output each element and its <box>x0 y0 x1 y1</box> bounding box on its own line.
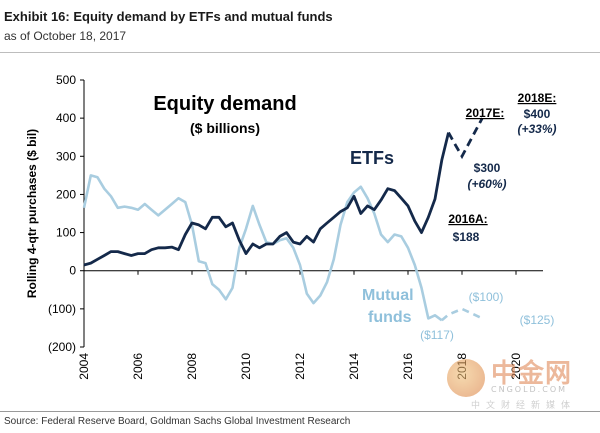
x-tick-label: 2008 <box>185 353 199 380</box>
watermark: 中金网 CNGOLD.COM 中文财经新媒体 <box>447 353 597 411</box>
y-tick-label: 0 <box>69 264 76 278</box>
watermark-tagline: 中文财经新媒体 <box>471 401 577 411</box>
x-tick-label: 2004 <box>77 353 91 380</box>
watermark-url: CNGOLD.COM <box>491 385 568 394</box>
annotation-mf-2018e: ($100) <box>469 290 504 304</box>
annotation-mf-2017: ($117) <box>420 328 454 342</box>
y-tick-label: 400 <box>56 111 76 125</box>
annotation-2016a-label: 2016A: <box>448 212 487 226</box>
x-tick-label: 2014 <box>347 353 361 380</box>
x-tick-label: 2012 <box>293 353 307 380</box>
x-tick-label: 2006 <box>131 353 145 380</box>
annotation-2018e-value: $400 <box>524 107 551 121</box>
etf-projection-line <box>447 117 484 160</box>
annotation-2017e-value: $300 <box>474 161 501 175</box>
watermark-logo-icon <box>447 359 485 397</box>
y-axis-title: Rolling 4-qtr purchases ($ bil) <box>25 129 39 298</box>
mutual-funds-projection-line <box>440 307 483 322</box>
watermark-brand: 中金网 <box>491 359 573 389</box>
y-tick-label: (200) <box>48 340 76 354</box>
etf-line <box>83 132 450 267</box>
y-tick-label: 300 <box>56 149 76 163</box>
y-tick-label: (100) <box>48 302 76 316</box>
exhibit-date: as of October 18, 2017 <box>4 29 127 43</box>
y-tick-label: 200 <box>56 187 76 201</box>
chart-subtitle: ($ billions) <box>190 120 260 136</box>
chart-labels: Equity demand ($ billions) ETFs Mutual funds… <box>153 91 556 342</box>
annotation-2018e-label: 2018E: <box>518 91 557 105</box>
annotation-2018e-change: (+33%) <box>517 122 556 136</box>
y-tick-label: 100 <box>56 226 76 240</box>
mutual-funds-label-line1: Mutual <box>362 287 414 304</box>
x-tick-label: 2010 <box>239 353 253 380</box>
y-tick-label: 500 <box>56 73 76 87</box>
source-note: Source: Federal Reserve Board, Goldman S… <box>4 416 351 427</box>
x-tick-label: 2016 <box>401 353 415 380</box>
exhibit-title: Exhibit 16: Equity demand by ETFs and mu… <box>4 9 333 24</box>
top-divider <box>0 52 600 53</box>
mutual-funds-label-line2: funds <box>368 309 412 326</box>
etf-series-label: ETFs <box>350 148 394 168</box>
annotation-mf-2018e-full: ($125) <box>520 313 555 327</box>
bottom-divider <box>0 411 600 412</box>
annotation-2016a-value: $188 <box>453 230 480 244</box>
equity-demand-chart: 500 400 300 200 100 0 (100) (200) Rolling 4-qtr … <box>25 73 557 380</box>
chart-title: Equity demand <box>153 93 296 115</box>
x-tick-label: 2020 <box>509 353 523 380</box>
annotation-2017e-change: (+60%) <box>467 177 506 191</box>
y-axis: 500 400 300 200 100 0 (100) (200) Rolling 4-qtr … <box>25 73 85 354</box>
series-lines <box>82 117 484 322</box>
mutual-funds-line <box>82 174 443 322</box>
annotation-2017e-label: 2017E: <box>466 106 505 120</box>
